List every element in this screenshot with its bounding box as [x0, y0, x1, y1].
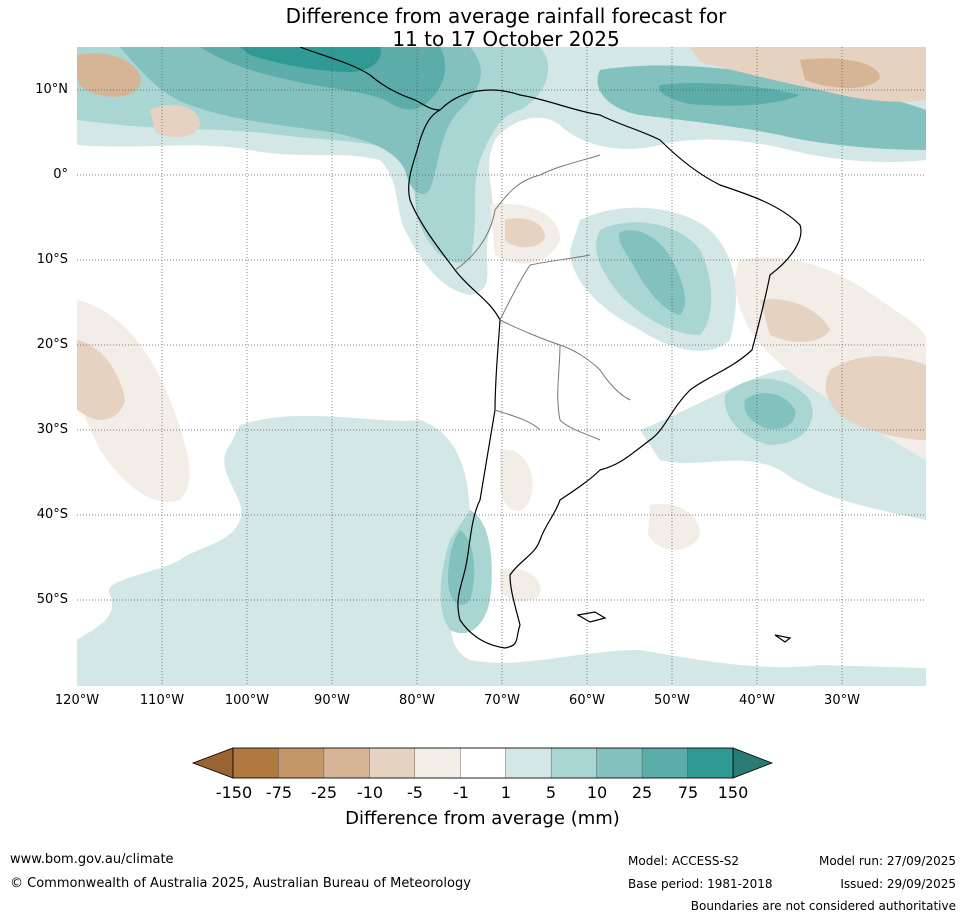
lon-label-80w: 80°W: [399, 693, 435, 708]
dry-anomaly-east-pacific-mid: [150, 105, 200, 138]
wet-anomaly-southwest-atlantic-center: [744, 393, 796, 430]
colorbar-above-max-arrow: [732, 747, 774, 779]
dry-anomaly-south-atlantic-core: [760, 299, 830, 342]
dry-anomaly-south-atlantic-east: [825, 356, 926, 440]
lon-label-100w: 100°W: [224, 693, 270, 708]
colorbar-tick: -5: [407, 783, 423, 802]
issued-date: Issued: 29/09/2025: [840, 877, 956, 891]
colorbar-tick: 150: [717, 783, 749, 802]
colorbar-bin: [505, 747, 552, 779]
wet-anomaly-atlantic-itcz-core: [659, 83, 800, 106]
colorbar-label: Difference from average (mm): [345, 808, 620, 829]
south-georgia: [774, 634, 792, 643]
lat-label-0: 0°: [53, 167, 68, 182]
country-borders: [454, 154, 631, 441]
lon-label-110w: 110°W: [139, 693, 185, 708]
dry-anomaly-east-pacific-north: [77, 53, 141, 97]
dry-anomaly-west-pacific-south-core: [77, 340, 125, 420]
lat-label-10n: 10°N: [35, 82, 68, 97]
lat-label-50s: 50°S: [36, 592, 68, 607]
website-link[interactable]: www.bom.gov.au/climate: [10, 852, 174, 867]
colorbar-tick: -150: [215, 783, 253, 802]
lat-label-40s: 40°S: [36, 507, 68, 522]
base-period: Base period: 1981-2018: [628, 877, 773, 891]
wet-anomaly-patagonia-core: [448, 530, 475, 605]
graticule: [77, 47, 926, 686]
lon-label-40w: 40°W: [739, 693, 775, 708]
lon-label-60w: 60°W: [569, 693, 605, 708]
lon-label-50w: 50°W: [654, 693, 690, 708]
colorbar-bin: [232, 747, 279, 779]
lon-label-30w: 30°W: [824, 693, 860, 708]
dry-anomaly-amazon-core: [505, 218, 545, 248]
model-run-date: Model run: 27/09/2025: [818, 854, 956, 868]
colorbar-below-min-arrow: [191, 747, 234, 779]
colorbar-tick: -75: [265, 783, 293, 802]
lat-label-30s: 30°S: [36, 422, 68, 437]
central-america-coastline: [299, 47, 441, 111]
dry-anomaly-north-atlantic-core: [800, 58, 880, 88]
colorbar-tick: 75: [677, 783, 699, 802]
lat-label-20s: 20°S: [36, 337, 68, 352]
lat-label-10s: 10°S: [36, 252, 68, 267]
colorbar-tick: 25: [631, 783, 653, 802]
colorbar-bin: [414, 747, 461, 779]
lon-label-70w: 70°W: [484, 693, 520, 708]
colorbar-bin: [687, 747, 734, 779]
dry-anomaly-argentina: [500, 449, 533, 511]
falkland-islands: [576, 611, 607, 623]
colorbar-tick: -25: [310, 783, 338, 802]
copyright-text: © Commonwealth of Australia 2025, Austra…: [10, 876, 471, 891]
colorbar-bin: [323, 747, 370, 779]
colorbar-tick: -10: [356, 783, 384, 802]
colorbar-tick: -1: [453, 783, 469, 802]
dry-anomaly-west-pacific-south: [77, 300, 190, 502]
colorbar-bin: [596, 747, 643, 779]
map-title-line-1: Difference from average rainfall forecas…: [285, 4, 727, 28]
map-title-line-2: 11 to 17 October 2025: [392, 27, 620, 51]
wet-anomaly-tropical-band-peak: [240, 47, 381, 72]
colorbar-bin: [550, 747, 597, 779]
colorbar-bin: [369, 747, 416, 779]
wet-anomaly-brazil-core: [618, 230, 686, 315]
colorbar: [191, 747, 774, 779]
colorbar-tick: 5: [545, 783, 557, 802]
colorbar-bin: [278, 747, 325, 779]
lon-label-120w: 120°W: [54, 693, 100, 708]
colorbar-bin: [460, 747, 506, 779]
wet-anomaly-tropical-band-core: [200, 47, 446, 110]
colorbar-tick: 10: [586, 783, 608, 802]
lon-label-90w: 90°W: [314, 693, 350, 708]
wet-anomaly-southeast-pacific: [77, 415, 926, 686]
boundaries-disclaimer: Boundaries are not considered authoritat…: [690, 899, 956, 913]
model-name: Model: ACCESS-S2: [628, 854, 740, 868]
colorbar-frame: [232, 747, 734, 779]
colorbar-bin: [641, 747, 688, 779]
colorbar-tick: 1: [500, 783, 512, 802]
